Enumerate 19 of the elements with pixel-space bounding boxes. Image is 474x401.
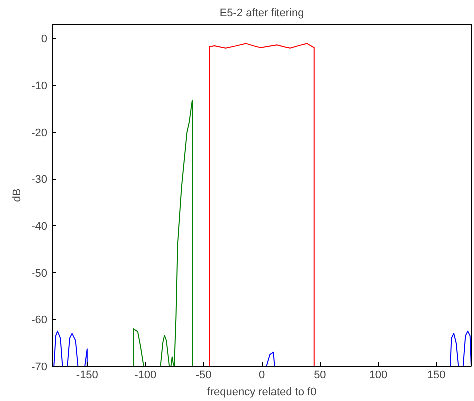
x-tick-label: 50 (314, 370, 326, 382)
chart-title: E5-2 after fitering (220, 8, 304, 20)
x-tick-label: -50 (196, 370, 212, 382)
x-tick-label: -100 (134, 370, 157, 382)
y-tick-label: 0 (41, 34, 48, 46)
y-tick-label: -20 (32, 127, 48, 140)
y-tick-label: -30 (32, 174, 48, 186)
line-series (209, 43, 315, 366)
x-axis-title: frequency related to f0 (207, 386, 317, 398)
y-tick-label: -40 (32, 220, 48, 233)
x-tick-label: -150 (76, 370, 98, 382)
y-tick-label: -10 (32, 80, 48, 92)
x-tick-label: 0 (258, 370, 266, 382)
y-tick-label: -50 (32, 268, 48, 280)
y-axis-title: dB (12, 188, 24, 202)
y-tick-label: -60 (32, 314, 48, 327)
x-tick-label: 150 (427, 370, 446, 382)
y-tick-label: -70 (32, 362, 48, 374)
x-tick-label: 100 (369, 370, 388, 382)
